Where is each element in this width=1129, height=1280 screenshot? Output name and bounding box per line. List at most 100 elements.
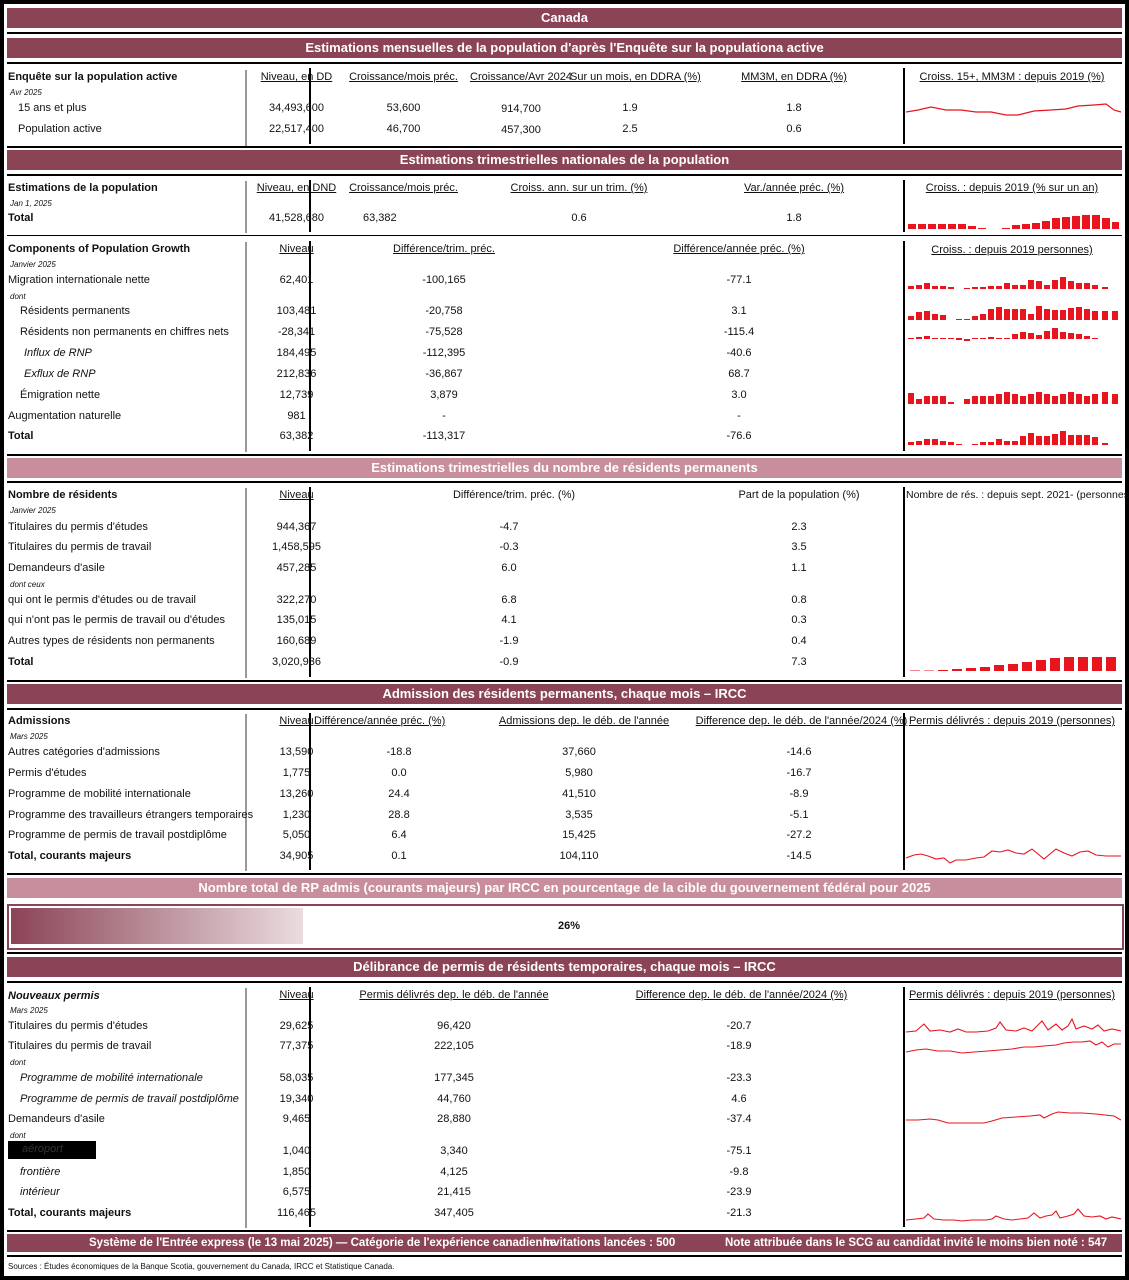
col-header: Niveau, en DD: [260, 71, 333, 83]
cell: -16.7: [786, 767, 812, 779]
line-sparkline: [906, 1208, 1121, 1222]
cell: 6.0: [501, 562, 517, 574]
section-heading: Enquête sur la population active: [8, 71, 178, 83]
cell: 63,382: [363, 212, 397, 224]
cell: -18.9: [726, 1040, 752, 1052]
cell: 77,375: [279, 1040, 314, 1052]
row-label: Augmentation naturelle: [8, 410, 122, 422]
page-title: Canada: [7, 8, 1122, 28]
cell: 41,510: [562, 788, 596, 800]
col-header: Niveau: [279, 989, 314, 1001]
cell: -75,528: [425, 326, 463, 338]
divider: [903, 241, 905, 451]
row-label: Demandeurs d'asile: [8, 562, 105, 574]
cell: -37.4: [726, 1113, 752, 1125]
cell: 1.9: [622, 102, 638, 114]
col-header: Croissance/Avr 2024: [470, 71, 572, 83]
cell: 6.8: [501, 594, 517, 606]
divider: [245, 714, 247, 871]
cell: 9,465: [282, 1113, 311, 1125]
cell: 29,625: [279, 1020, 314, 1032]
cell: 981: [287, 410, 306, 422]
chart-title: Permis délivrés : depuis 2019 (personnes…: [908, 715, 1116, 727]
cell: 2.5: [622, 123, 638, 135]
divider: [903, 180, 905, 232]
divider: [7, 146, 1122, 148]
row-label: Total, courants majeurs: [8, 850, 132, 862]
col-header: Différence/trim. préc.: [393, 243, 495, 255]
cell: -14.6: [786, 746, 812, 758]
line-sparkline: [906, 1017, 1121, 1054]
cell: 0.8: [791, 594, 807, 606]
divider: [7, 708, 1122, 710]
cell: 347,405: [434, 1207, 474, 1219]
lowest-crs-score: Note attribuée dans le SCG au candidat i…: [725, 1237, 1108, 1249]
section-date: Janvier 2025: [10, 506, 56, 515]
divider: [903, 68, 905, 144]
divider: [7, 873, 1122, 875]
cell: -36,867: [425, 368, 463, 380]
col-header: Croiss. ann. sur un trim. (%): [510, 182, 648, 194]
row-label: Influx de RNP: [24, 347, 92, 359]
cell: -115.4: [723, 326, 755, 338]
bar-sparkline: [910, 657, 1116, 671]
bar-sparkline: [908, 328, 1098, 341]
cell: 53,600: [386, 102, 421, 114]
section-date: Mars 2025: [10, 1006, 48, 1015]
cell: 457,300: [501, 124, 541, 136]
redacted-label: aéroport: [8, 1141, 96, 1159]
col-header: Admissions dep. le déb. de l'année: [498, 715, 670, 727]
row-label: Population active: [18, 123, 102, 135]
cell: -5.1: [789, 809, 809, 821]
cell: 0.6: [786, 123, 802, 135]
section-band-temp-permits: Délibrance de permis de résidents tempor…: [7, 957, 1122, 977]
section-heading: Admissions: [8, 715, 71, 727]
row-label: Exflux de RNP: [24, 368, 96, 380]
cell: 0.6: [571, 212, 587, 224]
cell: 37,660: [562, 746, 596, 758]
divider: [309, 68, 311, 144]
col-header: Part de la population (%): [738, 489, 860, 501]
line-sparkline: [906, 848, 1121, 864]
section-date: Janvier 2025: [10, 260, 56, 269]
cell: -: [442, 410, 446, 422]
cell: 944,367: [276, 521, 317, 533]
row-label: Émigration nette: [20, 389, 101, 401]
row-label: Migration internationale nette: [8, 274, 150, 286]
cell: 34,905: [279, 850, 314, 862]
cell: -23.3: [726, 1072, 752, 1084]
row-label: Programme des travailleurs étrangers tem…: [8, 809, 254, 821]
cell: -100,165: [422, 274, 466, 286]
divider: [7, 1230, 1122, 1232]
cell: 0.3: [791, 614, 807, 626]
cell: 4,125: [440, 1166, 468, 1178]
section-heading: Nombre de résidents: [8, 489, 118, 501]
cell: 3,535: [565, 809, 593, 821]
cell: 96,420: [437, 1020, 471, 1032]
col-header: Croissance/mois préc.: [349, 182, 458, 194]
dont-label: dont ceux: [10, 580, 45, 589]
divider: [7, 32, 1122, 34]
divider: [7, 454, 1122, 456]
cell: 13,590: [279, 746, 314, 758]
section-date: Jan 1, 2025: [10, 199, 52, 208]
divider: [309, 487, 311, 677]
cell: 41,528,680: [268, 212, 325, 224]
col-header: Niveau: [279, 715, 314, 727]
cell: -77.1: [726, 274, 752, 286]
express-entry-band: Système de l'Entrée express (le 13 mai 2…: [7, 1234, 1122, 1252]
row-label: aéroport: [22, 1143, 63, 1155]
chart-title: Nombre de rés. : depuis sept. 2021- (per…: [906, 489, 1129, 501]
row-label: Programme de mobilité internationale: [8, 788, 191, 800]
cell: 46,700: [386, 123, 421, 135]
cell: 212,836: [276, 368, 317, 380]
cell: -: [737, 410, 741, 422]
cell: -8.9: [789, 788, 809, 800]
cell: 12,739: [279, 389, 314, 401]
col-header: Croissance/mois préc.: [349, 71, 458, 83]
row-label: Autres catégories d'admissions: [8, 746, 160, 758]
cell: 3.0: [731, 389, 747, 401]
section-heading: Estimations de la population: [8, 182, 158, 194]
cell: 28.8: [388, 809, 410, 821]
row-label: qui n'ont pas le permis de travail ou d'…: [8, 614, 225, 626]
